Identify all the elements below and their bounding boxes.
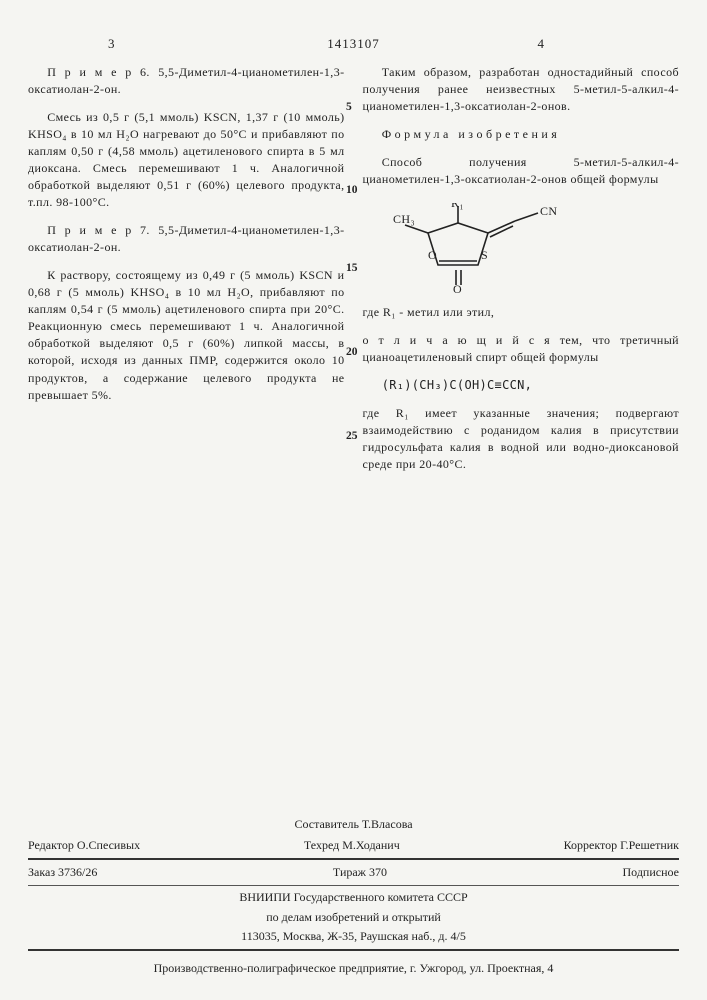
order-row: Заказ 3736/26 Тираж 370 Подписное (28, 862, 679, 883)
org-line-2: по делам изобретений и открытий (28, 908, 679, 927)
label-ch3: CH₃ (393, 212, 415, 226)
distinguishing: о т л и ч а ю щ и й с я тем, что третичн… (363, 332, 680, 366)
left-column-number: 3 (108, 36, 116, 52)
print-run: Тираж 370 (333, 864, 387, 881)
line-number: 25 (346, 428, 358, 444)
label-r1: R₁ (451, 203, 464, 210)
left-column: П р и м е р 6. 5,5-Диметил-4-цианометиле… (28, 64, 345, 484)
printer-line: Производственно-полиграфическое предприя… (28, 959, 679, 978)
example-7-body: К раствору, состоящему из 0,49 г (5 ммол… (28, 267, 345, 403)
claim-intro: Способ получения 5-метил-5-алкил-4-циано… (363, 154, 680, 188)
credits-row: Редактор О.Спесивых Техред М.Ходанич Кор… (28, 835, 679, 856)
compiler-line: Составитель Т.Власова (28, 815, 679, 834)
label-o2: O (453, 282, 462, 293)
order-number: Заказ 3736/26 (28, 864, 97, 881)
org-line-1: ВНИИПИ Государственного комитета СССР (28, 888, 679, 907)
imprint-footer: Составитель Т.Власова Редактор О.Спесивы… (28, 815, 679, 978)
editor-credit: Редактор О.Спесивых (28, 837, 140, 854)
patent-number: 1413107 (327, 36, 380, 52)
divider (28, 949, 679, 951)
example-6-heading: П р и м е р 6. 5,5-Диметил-4-цианометиле… (28, 64, 345, 98)
divider (28, 885, 679, 886)
example-7-heading: П р и м е р 7. 5,5-Диметил-4-цианометиле… (28, 222, 345, 256)
where-r1: где R₁ - метил или этил, (363, 304, 680, 321)
claim-body: где R₁ имеет указанные значения; подверг… (363, 405, 680, 473)
subscription: Подписное (623, 864, 680, 881)
line-number: 5 (346, 99, 352, 115)
claims-heading: Формула изобретения (363, 126, 680, 143)
techred-credit: Техред М.Ходанич (304, 837, 400, 854)
label-cn: CN (540, 204, 557, 218)
org-address: 113035, Москва, Ж-35, Раушская наб., д. … (28, 927, 679, 946)
page-container: 3 1413107 4 5 10 15 20 25 П р и м е р 6.… (0, 0, 707, 1000)
divider (28, 858, 679, 860)
label-o1: O (428, 248, 437, 262)
line-number: 15 (346, 260, 358, 276)
summary-paragraph: Таким образом, разработан одностадийный … (363, 64, 680, 115)
chemical-structure: CH₃ R₁ CN O S O (393, 203, 563, 293)
example-6-body: Смесь из 0,5 г (5,1 ммоль) KSCN, 1,37 г … (28, 109, 345, 211)
line-number: 10 (346, 182, 358, 198)
right-column-number: 4 (538, 36, 546, 52)
line-number: 20 (346, 344, 358, 360)
right-column: Таким образом, разработан одностадийный … (363, 64, 680, 484)
label-s: S (481, 248, 488, 262)
corrector-credit: Корректор Г.Решетник (564, 837, 679, 854)
general-formula: (R₁)(CH₃)C(OH)C≡CCN, (363, 377, 680, 394)
